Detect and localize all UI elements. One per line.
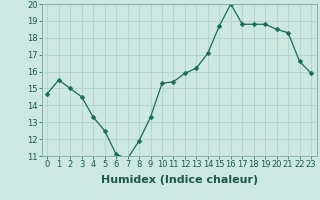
X-axis label: Humidex (Indice chaleur): Humidex (Indice chaleur) — [100, 175, 258, 185]
